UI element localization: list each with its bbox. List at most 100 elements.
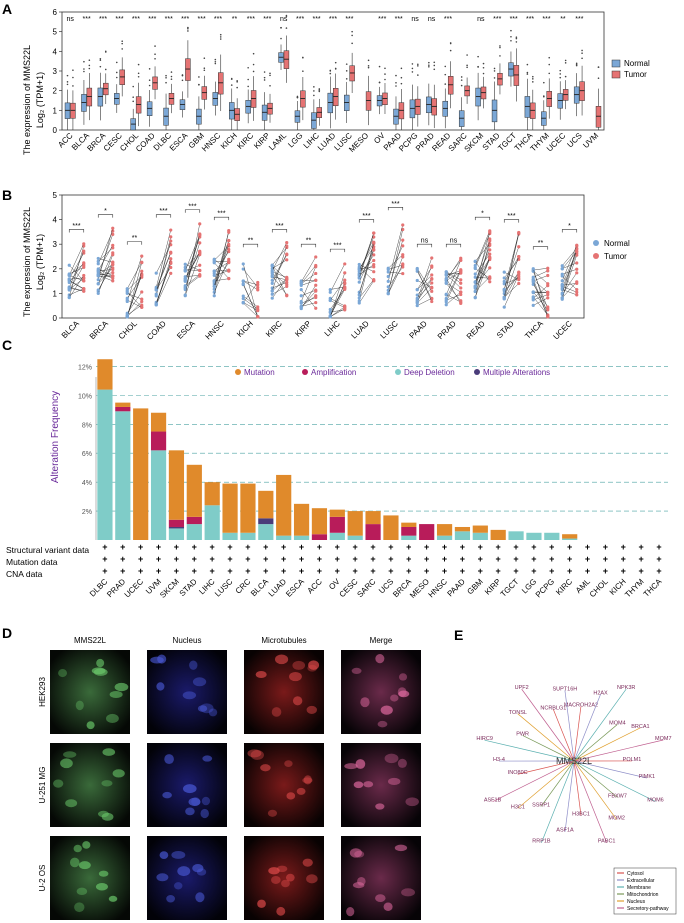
panel-a-outlier	[559, 69, 562, 72]
panel-b-point-normal	[357, 276, 361, 280]
panel-e-node-label: H3BC1	[572, 812, 590, 818]
panel-d-cell	[360, 697, 370, 708]
panel-a-outlier	[466, 54, 468, 56]
panel-c-row-marker: +	[335, 554, 340, 564]
panel-a-outlier	[252, 70, 255, 73]
panel-a-outlier	[132, 100, 134, 103]
panel-b-point-tumor	[314, 283, 318, 287]
panel-c-row-marker: +	[513, 542, 518, 552]
panel-b-pair-line	[446, 270, 461, 276]
panel-c-bar-segment	[329, 509, 345, 517]
panel-c-bar-segment	[186, 524, 202, 540]
panel-b-point-tumor	[546, 290, 550, 295]
panel-c-row-marker: +	[460, 542, 465, 552]
panel-a-outlier	[351, 42, 353, 45]
panel-d-cell	[349, 848, 362, 858]
panel-a-outlier	[367, 59, 370, 62]
panel-a-significance: **	[232, 16, 238, 23]
panel-c-row-marker: +	[585, 566, 590, 576]
panel-b-significance: ***	[333, 243, 341, 250]
panel-b-xtick-label: LUSC	[378, 319, 400, 341]
panel-c-bar-segment	[276, 474, 292, 536]
panel-a-xtick-label: LAML	[267, 131, 289, 153]
panel-b-point-tumor	[111, 253, 115, 257]
panel-c-row-marker: +	[531, 554, 536, 564]
panel-a-outlier	[526, 73, 529, 75]
panel-a-ytick-label: 6	[53, 8, 58, 17]
panel-e-node-label: MOM4	[609, 720, 626, 726]
panel-a-outlier	[499, 45, 501, 47]
panel-a-outlier	[559, 76, 562, 79]
panel-e-edge	[573, 727, 641, 762]
panel-b-point-normal	[241, 267, 245, 271]
panel-d-cell	[271, 876, 281, 884]
panel-c-row-marker: +	[174, 554, 179, 564]
panel-b-significance: ***	[217, 211, 225, 218]
panel-b-pair-line	[446, 294, 461, 303]
panel-b-pair-line	[127, 271, 142, 317]
panel-b-point-normal	[183, 275, 187, 279]
panel-b-pair-line	[359, 279, 374, 299]
panel-c-bar-segment	[436, 524, 453, 536]
legend-a-tumor-label: Tumor	[624, 70, 647, 79]
panel-b-pair-line	[533, 268, 548, 316]
panel-b-point-normal	[502, 276, 506, 280]
panel-a-outlier	[477, 65, 479, 68]
panel-b-pair-line	[69, 243, 84, 276]
panel-d-cell	[69, 857, 80, 868]
panel-c-row-marker: +	[210, 554, 215, 564]
panel-c-row-marker: +	[281, 542, 286, 552]
panel-b-point-normal	[154, 302, 158, 306]
panel-b-point-tumor	[575, 261, 579, 265]
panel-b-point-normal	[183, 262, 187, 266]
panel-b-point-normal	[67, 280, 71, 285]
panel-a-ytick-label: 1	[53, 106, 58, 115]
panel-b-point-normal	[299, 294, 303, 298]
panel-a-outlier	[154, 53, 156, 55]
panel-e-edge	[573, 739, 664, 762]
panel-d-cell	[189, 660, 198, 670]
panel-b-point-normal	[502, 282, 506, 286]
panel-b-point-tumor	[285, 258, 289, 262]
panel-a-outlier	[280, 27, 282, 29]
panel-b-pair-line	[504, 256, 519, 299]
panel-a-ytick-label: 2	[53, 87, 58, 96]
panel-b-point-normal	[444, 303, 448, 307]
panel-d-cell	[65, 799, 78, 808]
panel-b-xtick-label: CHOL	[117, 319, 139, 341]
panel-b-pair-line	[417, 282, 432, 299]
panel-c-row-marker: +	[388, 542, 393, 552]
panel-b-pair-line	[301, 266, 316, 302]
panel-a-ytick-label: 5	[53, 28, 58, 37]
panel-b-point-normal	[67, 263, 71, 267]
panel-b-pair-line	[185, 276, 200, 288]
panel-a-box-tumor	[447, 76, 454, 95]
panel-b-point-tumor	[285, 280, 289, 284]
panel-e-edge	[540, 760, 575, 807]
panel-b-pair-line	[98, 254, 113, 294]
legend-c-label-2: Deep Deletion	[404, 368, 455, 377]
panel-b-point-tumor	[314, 255, 318, 259]
panel-b-point-normal	[473, 266, 477, 271]
panel-c-bar-segment	[454, 531, 471, 540]
panel-a-outlier	[378, 65, 381, 68]
panel-b-point-normal	[328, 290, 332, 294]
panel-a-outlier	[334, 61, 337, 64]
panel-e-edge	[484, 739, 575, 762]
panel-b-point-tumor	[227, 260, 231, 264]
panel-b-pair-line	[475, 230, 490, 266]
panel-b-point-normal	[560, 266, 564, 271]
panel-d-cell	[276, 906, 286, 916]
panel-c-row-marker: +	[388, 566, 393, 576]
panel-b-xtick-label: KIRP	[293, 319, 313, 339]
panel-b-point-normal	[444, 276, 448, 281]
panel-a-outlier	[493, 70, 496, 72]
panel-b-point-normal	[241, 262, 245, 266]
panel-a-significance: ***	[214, 16, 222, 23]
panel-a-significance: ***	[165, 16, 173, 23]
panel-a-outlier	[510, 35, 512, 38]
panel-d-cell	[156, 873, 169, 882]
panel-b-significance: ***	[188, 203, 196, 210]
panel-a-outlier	[367, 65, 370, 67]
panel-c-bar-segment	[472, 532, 488, 540]
